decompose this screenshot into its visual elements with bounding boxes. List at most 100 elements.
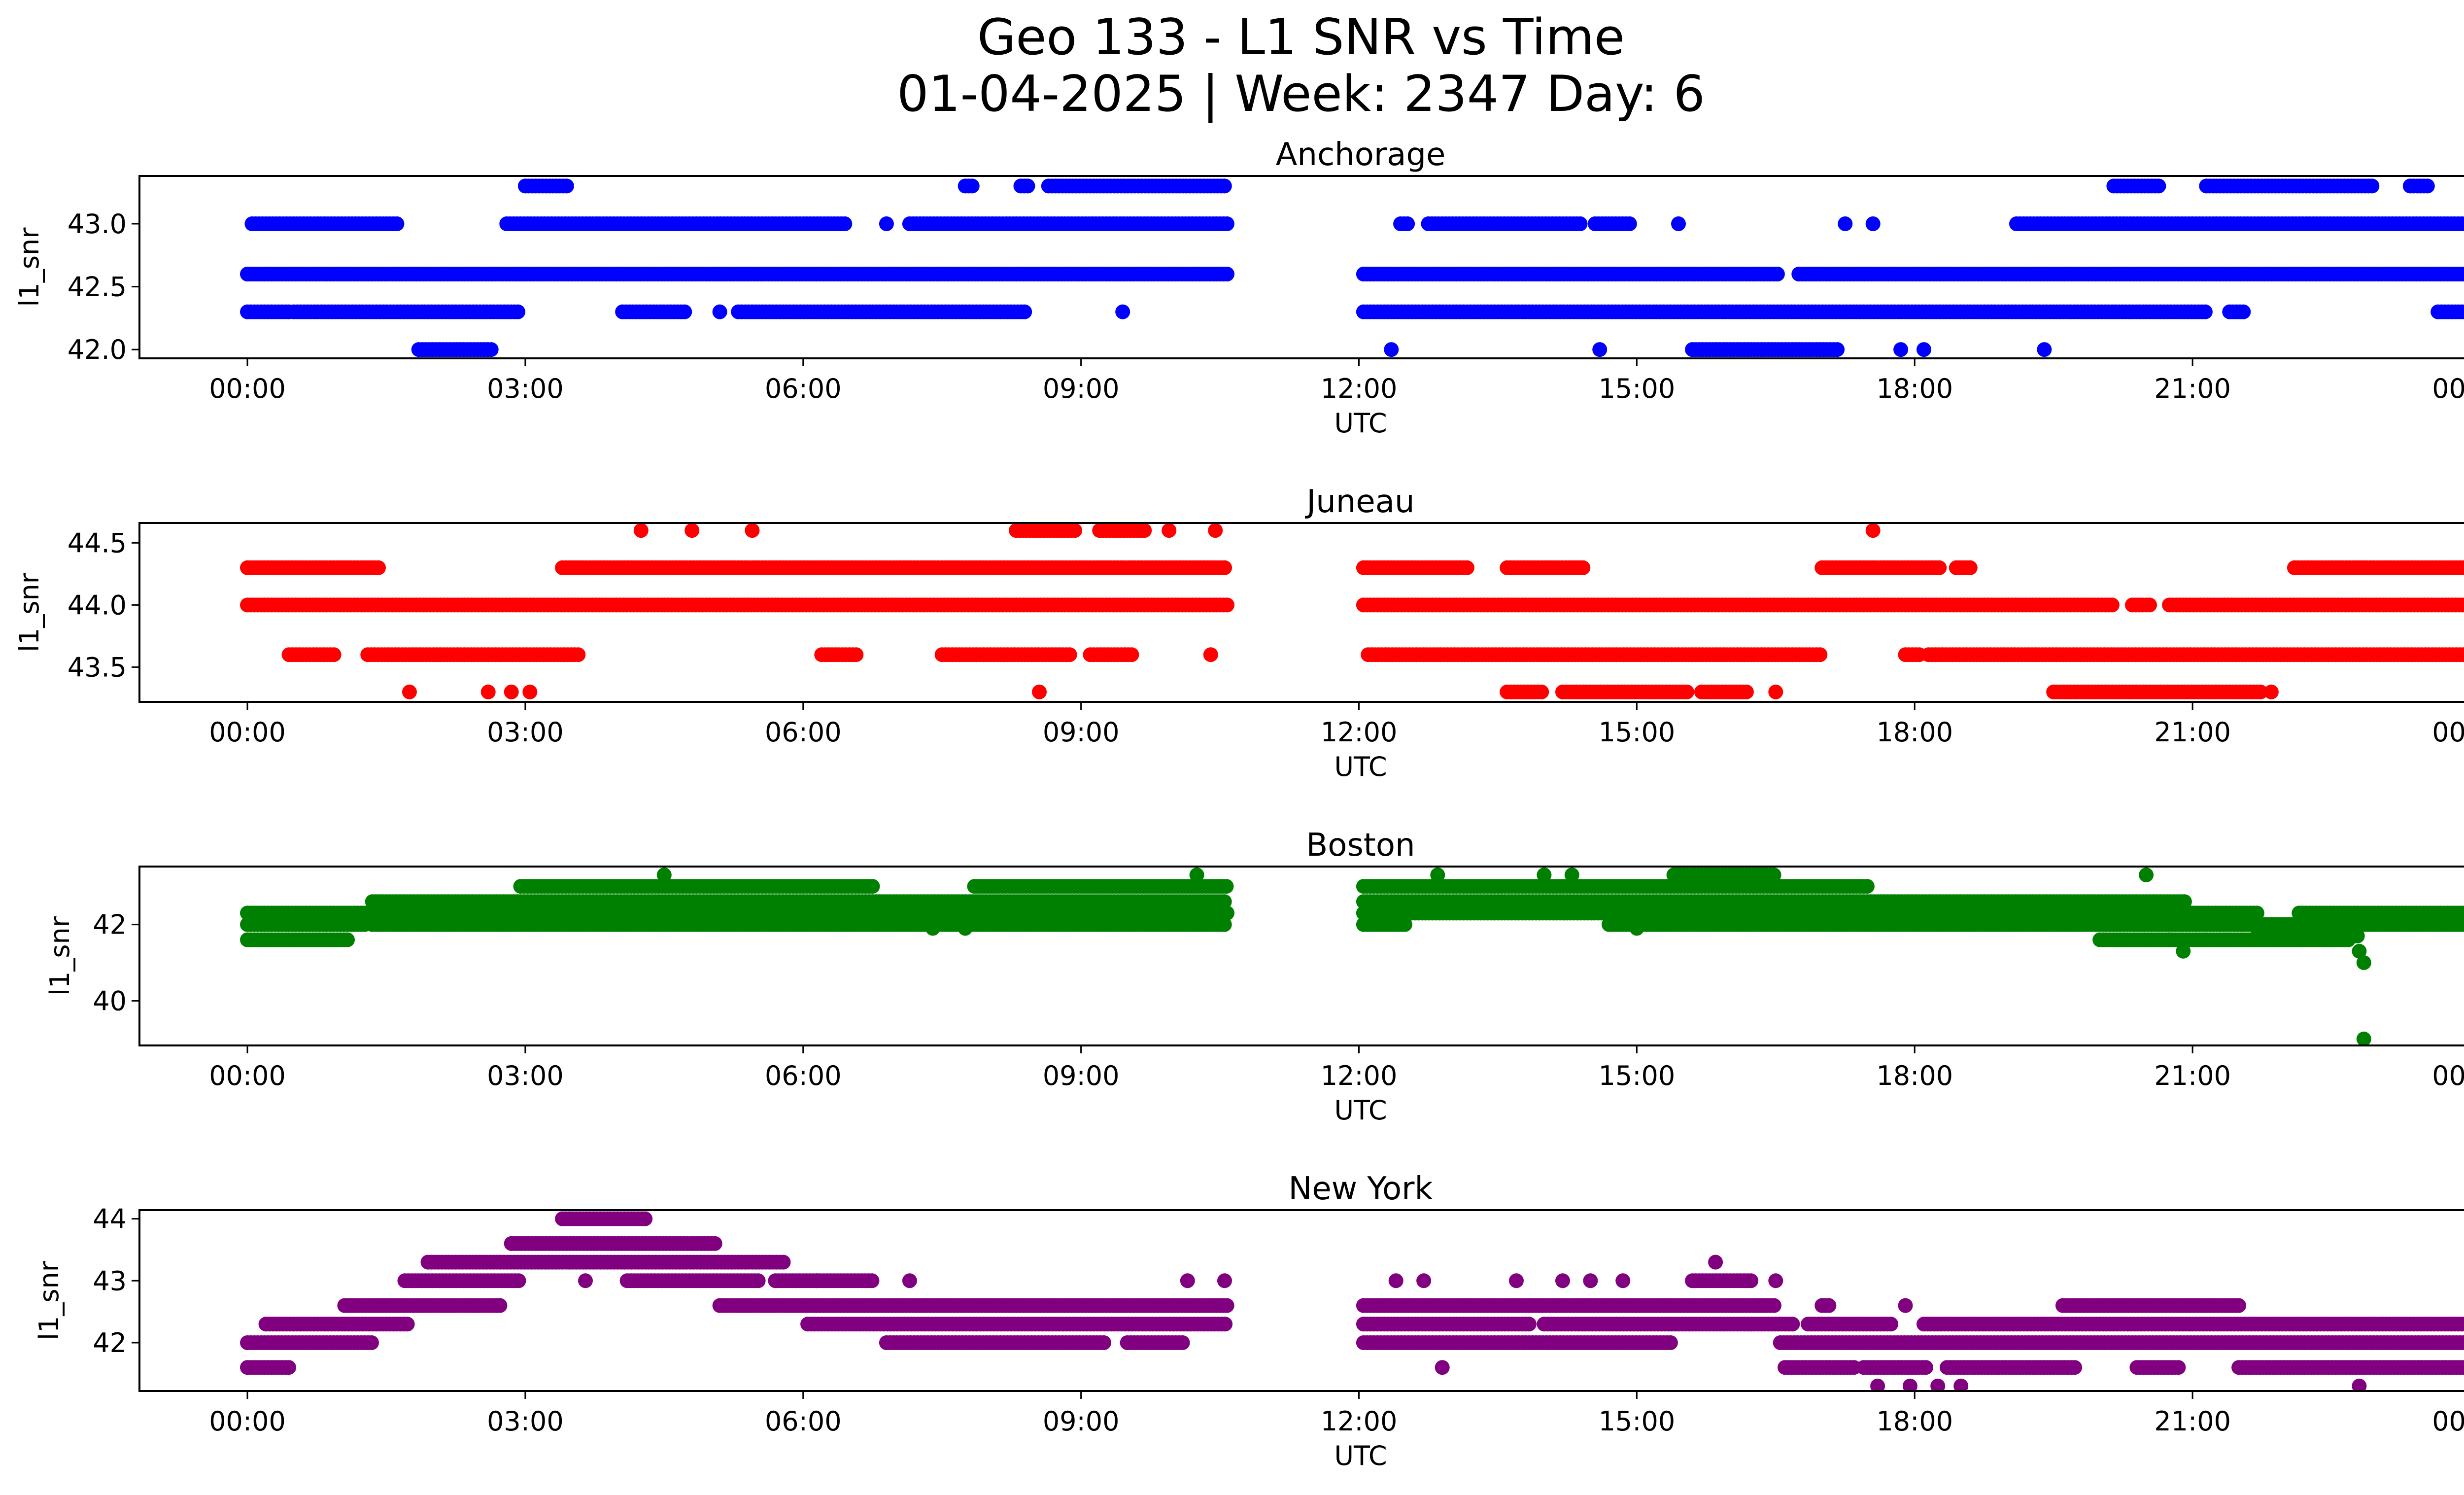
data-run [240, 597, 1234, 613]
data-point [1397, 917, 1412, 932]
x-tick-label: 06:00 [765, 373, 842, 404]
data-point [1830, 342, 1845, 357]
x-tick-label: 06:00 [765, 717, 842, 748]
data-point [1459, 560, 1474, 575]
data-point [1137, 523, 1152, 538]
data-point [964, 178, 980, 194]
data-run [1791, 267, 2464, 281]
data-run [499, 216, 853, 231]
x-tick-label: 21:00 [2154, 373, 2231, 404]
data-run [2125, 597, 2157, 613]
data-point [2151, 178, 2166, 194]
x-axis-label: UTC [1334, 751, 1387, 782]
data-run [958, 178, 980, 194]
data-run [240, 560, 386, 575]
data-run [1949, 560, 1978, 575]
x-tick-label: 03:00 [487, 717, 564, 748]
x-axis-label: UTC [1334, 408, 1387, 439]
data-point [1124, 647, 1139, 662]
x-tick-label: 18:00 [1876, 717, 1953, 748]
x-tick-label: 15:00 [1599, 373, 1676, 404]
data-run [902, 216, 1234, 231]
data-run [1602, 917, 2464, 932]
data-point [1217, 560, 1232, 575]
data-point [1115, 304, 1130, 319]
data-point [1679, 684, 1694, 699]
chart-title: Geo 133 - L1 SNR vs Time [977, 8, 1625, 66]
data-run [1685, 342, 1845, 357]
data-run [240, 267, 1234, 281]
chart-subtitle: 01-04-2025 | Week: 2347 Day: 6 [897, 65, 1705, 123]
data-point [1739, 684, 1754, 699]
y-tick-label: 43.0 [68, 209, 127, 240]
data-run [360, 647, 586, 662]
data-point [371, 560, 386, 575]
data-run [1356, 267, 1785, 281]
data-run [1092, 523, 1152, 538]
data-point [745, 523, 760, 538]
data-point [483, 342, 499, 357]
data-run [1009, 523, 1083, 538]
data-run [1356, 304, 2213, 319]
data-run [2106, 178, 2166, 194]
y-axis-label: l1_snr [14, 572, 45, 652]
data-run [2430, 304, 2464, 319]
data-point [2463, 564, 2464, 572]
data-point [326, 647, 342, 662]
data-run [517, 178, 574, 194]
data-point [1534, 684, 1549, 699]
data-point [1573, 216, 1588, 231]
data-point [2461, 906, 2464, 919]
data-run [1587, 216, 1637, 231]
data-point [684, 523, 700, 538]
data-point [480, 684, 496, 699]
x-tick-label: 21:00 [2154, 717, 2231, 748]
x-tick-label: 00:00 [209, 717, 286, 748]
data-point [1592, 342, 1608, 357]
data-point [2459, 648, 2464, 662]
x-tick-label: 09:00 [1043, 717, 1120, 748]
data-point [1219, 216, 1234, 231]
data-point [559, 178, 574, 194]
data-run [1421, 216, 1588, 231]
data-point [1017, 304, 1032, 319]
data-point [571, 647, 586, 662]
data-point [1813, 647, 1828, 662]
data-run [2292, 905, 2464, 921]
data-point [2364, 178, 2380, 194]
data-point [633, 523, 649, 538]
data-point [1575, 560, 1591, 575]
data-point [2197, 304, 2213, 319]
scatter-points [240, 178, 2464, 357]
data-point [1768, 684, 1783, 699]
data-run [1393, 216, 1415, 231]
data-run [731, 304, 1032, 319]
data-run [1356, 597, 2120, 613]
data-run [2402, 178, 2435, 194]
x-tick-label: 09:00 [1043, 373, 1120, 404]
subplot-title: Juneau [1304, 484, 1414, 520]
data-point [1032, 684, 1047, 699]
subplot-title: Anchorage [1276, 137, 1446, 173]
axes-frame [138, 522, 2464, 703]
y-tick-label: 44.5 [68, 527, 127, 558]
data-point [837, 216, 853, 231]
data-run [2162, 597, 2464, 613]
data-run [286, 304, 525, 319]
data-point [2461, 918, 2464, 931]
data-run [2046, 684, 2268, 699]
data-point [1217, 917, 1232, 932]
data-point [1217, 178, 1232, 194]
x-tick-label: 15:00 [1599, 717, 1676, 748]
data-run [1694, 684, 1754, 699]
scatter-points [240, 868, 2464, 1045]
data-point [1671, 216, 1686, 231]
data-point [2037, 342, 2052, 357]
subplot-title: Boston [1306, 827, 1415, 864]
axes-frame [138, 175, 2464, 359]
data-run [1356, 560, 1474, 575]
